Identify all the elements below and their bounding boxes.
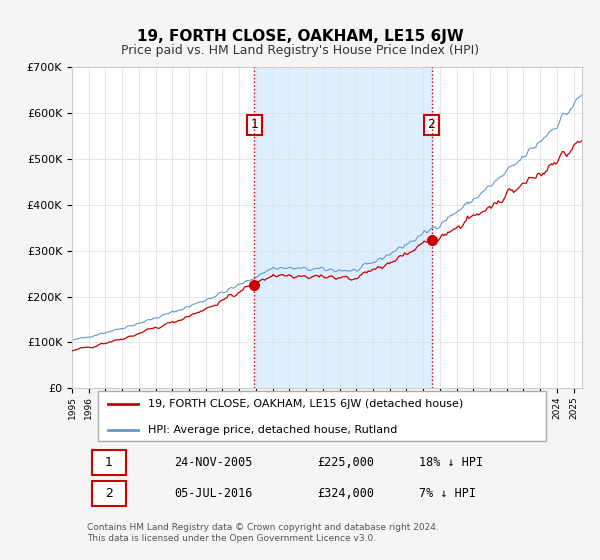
FancyBboxPatch shape	[97, 391, 546, 441]
Text: 1: 1	[250, 119, 258, 132]
Text: 1: 1	[105, 456, 113, 469]
Text: 18% ↓ HPI: 18% ↓ HPI	[419, 456, 483, 469]
Text: £225,000: £225,000	[317, 456, 374, 469]
Text: Contains HM Land Registry data © Crown copyright and database right 2024.
This d: Contains HM Land Registry data © Crown c…	[88, 523, 439, 543]
Text: 24-NOV-2005: 24-NOV-2005	[174, 456, 253, 469]
Text: 05-JUL-2016: 05-JUL-2016	[174, 487, 253, 500]
FancyBboxPatch shape	[92, 450, 125, 475]
Text: HPI: Average price, detached house, Rutland: HPI: Average price, detached house, Rutl…	[149, 424, 398, 435]
Text: 7% ↓ HPI: 7% ↓ HPI	[419, 487, 476, 500]
FancyBboxPatch shape	[92, 481, 125, 506]
Bar	[254, 67, 431, 388]
Text: 19, FORTH CLOSE, OAKHAM, LE15 6JW (detached house): 19, FORTH CLOSE, OAKHAM, LE15 6JW (detac…	[149, 399, 464, 409]
Text: Price paid vs. HM Land Registry's House Price Index (HPI): Price paid vs. HM Land Registry's House …	[121, 44, 479, 57]
Text: 19, FORTH CLOSE, OAKHAM, LE15 6JW: 19, FORTH CLOSE, OAKHAM, LE15 6JW	[137, 29, 463, 44]
Text: 2: 2	[428, 119, 436, 132]
Text: 2: 2	[105, 487, 113, 500]
Text: £324,000: £324,000	[317, 487, 374, 500]
